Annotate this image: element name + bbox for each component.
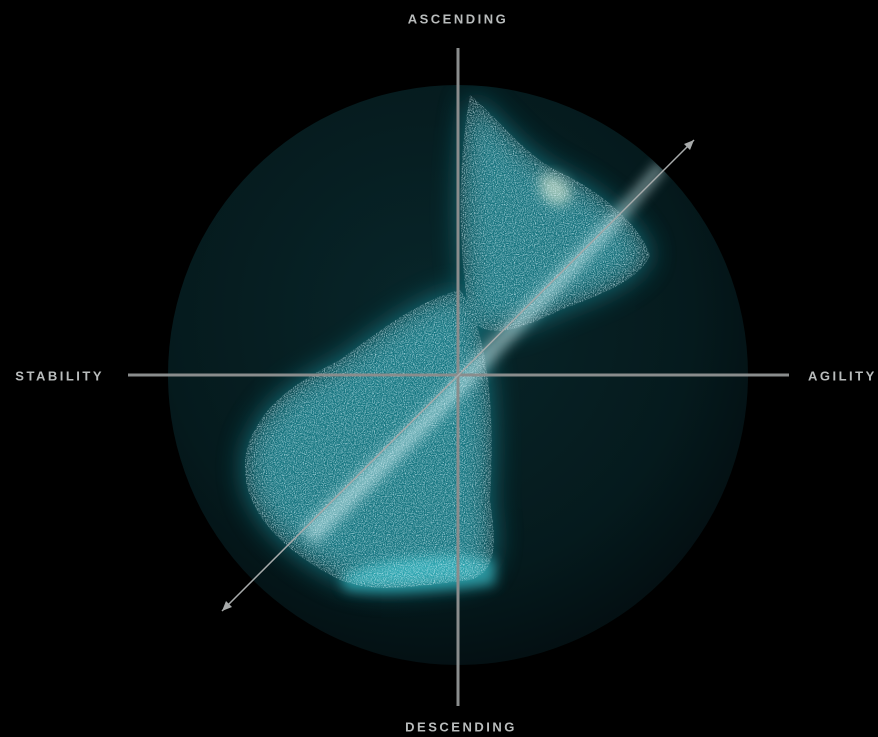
left-label: STABILITY (15, 368, 104, 383)
arrow-head (684, 140, 694, 150)
grain (244, 95, 650, 588)
bottom-label: DESCENDING (405, 719, 517, 734)
arrow-head (222, 601, 232, 611)
top-label: ASCENDING (408, 11, 509, 26)
right-label: AGILITY (808, 368, 877, 383)
diagonal-axis (221, 139, 695, 612)
cloud (244, 95, 665, 593)
